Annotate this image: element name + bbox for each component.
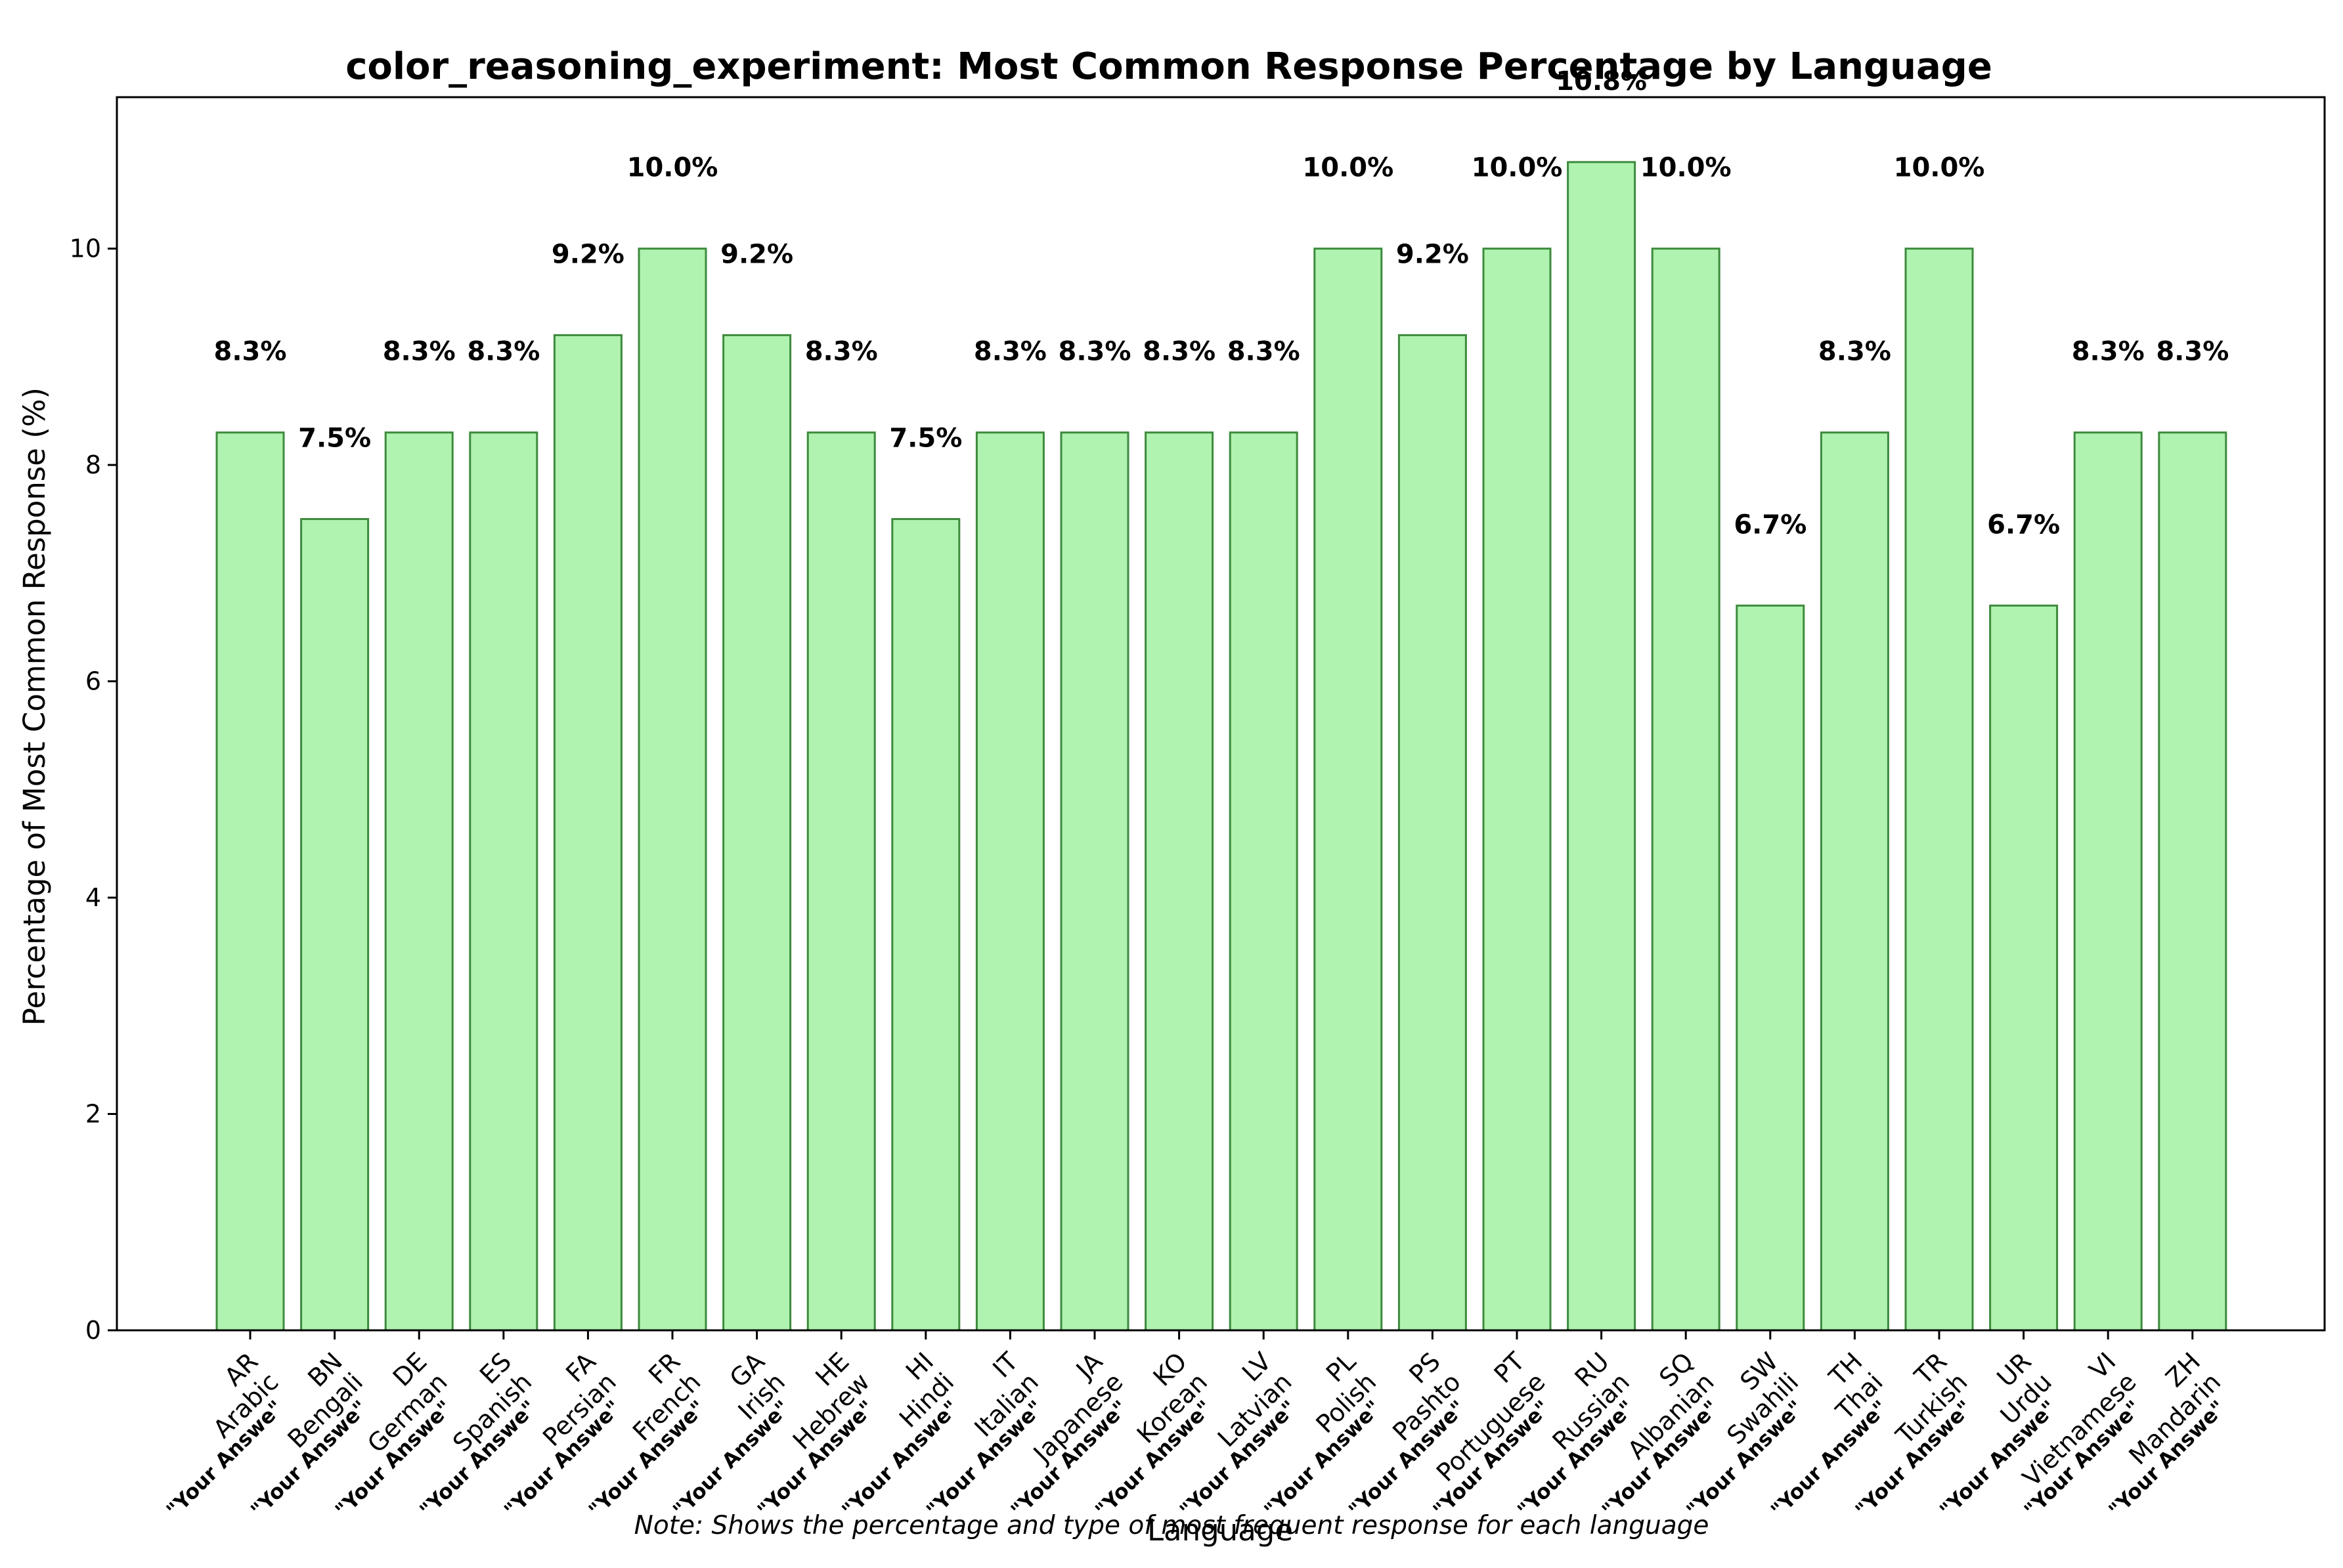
bar [1145, 431, 1214, 1332]
bar-value-label: 8.3% [383, 337, 456, 367]
bar-value-label: 6.7% [1987, 510, 2060, 540]
bar-value-label: 8.3% [1059, 337, 1131, 367]
bar-value-label: 7.5% [889, 423, 962, 453]
bar [975, 431, 1045, 1332]
bar [1229, 431, 1298, 1332]
bar-value-label: 9.2% [720, 239, 793, 269]
bar-value-label: 8.3% [1818, 337, 1891, 367]
bar [215, 431, 285, 1332]
plot-frame [116, 96, 2326, 1332]
bar [1397, 334, 1467, 1332]
bar [1313, 248, 1383, 1332]
bar [1651, 248, 1720, 1332]
y-tick-label: 2 [85, 1100, 101, 1129]
bar-value-label: 8.3% [467, 337, 540, 367]
bar-value-label: 10.0% [627, 153, 718, 183]
bar-value-label: 10.0% [1894, 153, 1985, 183]
bar-value-label: 9.2% [552, 239, 624, 269]
bar-value-label: 10.0% [1302, 153, 1393, 183]
bar [384, 431, 454, 1332]
bar [722, 334, 792, 1332]
bar-value-label: 6.7% [1734, 510, 1807, 540]
bar [638, 248, 707, 1332]
y-tick-label: 4 [85, 883, 101, 912]
bar-value-label: 8.3% [974, 337, 1047, 367]
y-axis-label: Percentage of Most Common Response (%) [17, 387, 52, 1026]
bar [553, 334, 623, 1332]
bar [1989, 604, 2059, 1332]
y-tick-label: 10 [70, 234, 101, 263]
y-tick-label: 0 [85, 1316, 101, 1345]
bar-value-label: 8.3% [1227, 337, 1300, 367]
bar [1904, 248, 1974, 1332]
bar-value-label: 10.0% [1640, 153, 1732, 183]
chart-note: Note: Shows the percentage and type of m… [634, 1511, 1709, 1540]
bar-value-label: 10.8% [1556, 66, 1647, 97]
bar-value-label: 10.0% [1472, 153, 1563, 183]
bar [2158, 431, 2227, 1332]
bar-value-label: 9.2% [1396, 239, 1469, 269]
chart-title: color_reasoning_experiment: Most Common … [345, 45, 1992, 88]
bar [300, 517, 370, 1332]
bar [891, 517, 961, 1332]
bar [469, 431, 538, 1332]
bar [806, 431, 876, 1332]
y-tick-label: 8 [85, 450, 101, 479]
bar-value-label: 8.3% [1143, 337, 1215, 367]
bar [1567, 161, 1636, 1332]
x-axis-label: Language [1147, 1513, 1293, 1548]
bar [1482, 248, 1552, 1332]
bar [1736, 604, 1805, 1332]
bar-value-label: 8.3% [805, 337, 878, 367]
y-tick-label: 6 [85, 667, 101, 696]
bar-value-label: 8.3% [214, 337, 287, 367]
bar [1820, 431, 1889, 1332]
bar [1060, 431, 1129, 1332]
bar-value-label: 8.3% [2072, 337, 2145, 367]
bar [2073, 431, 2143, 1332]
bar-value-label: 8.3% [2156, 337, 2229, 367]
bar-value-label: 7.5% [298, 423, 371, 453]
